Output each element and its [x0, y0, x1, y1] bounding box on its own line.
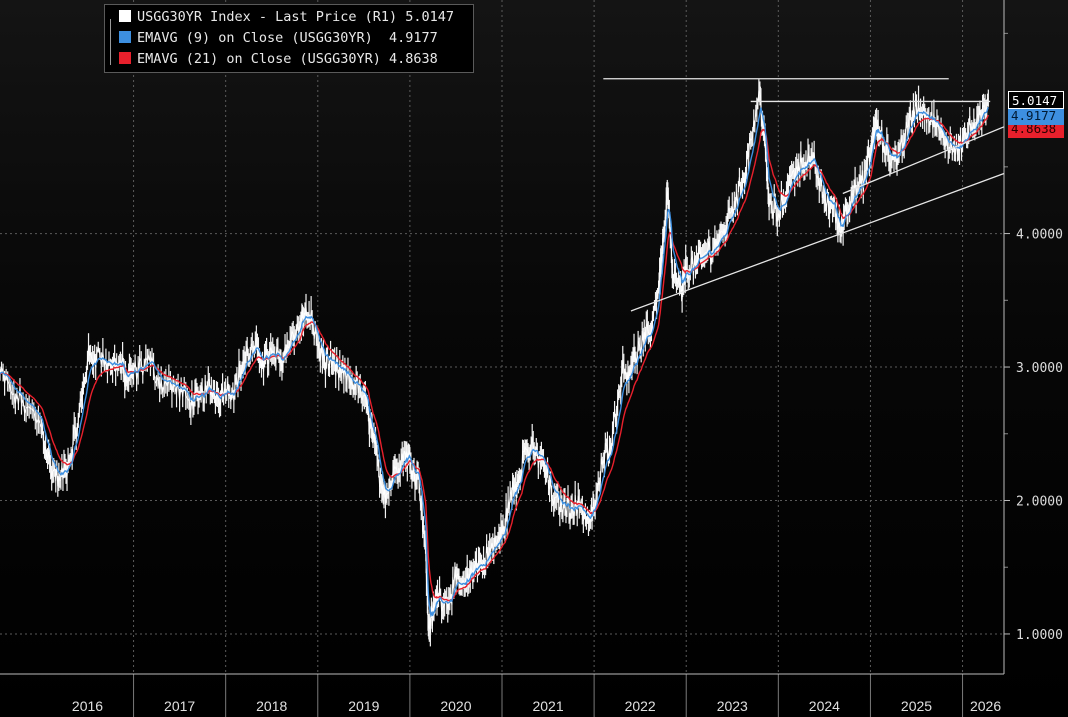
legend-value-price: 5.0147 — [405, 9, 455, 25]
legend-item-ema9[interactable]: EMAVG (9) on Close (USGG30YR) 4.9177 — [119, 28, 438, 48]
price-line — [0, 90, 989, 634]
ema21-line — [0, 114, 989, 602]
ema9-line — [0, 107, 989, 618]
y-tick-label: 4.0000 — [1016, 228, 1063, 243]
legend-label-ema21: EMAVG (21) on Close (USGG30YR) — [137, 51, 381, 67]
x-tick-label: 2023 — [717, 698, 748, 714]
y-tick-label: 3.0000 — [1016, 361, 1063, 376]
x-tick-label: 2019 — [348, 698, 379, 714]
x-tick-label: 2016 — [72, 698, 103, 714]
y-tick-label: 2.0000 — [1016, 494, 1063, 509]
x-tick-label: 2021 — [532, 698, 563, 714]
legend-swatch-price — [119, 10, 131, 22]
x-tick-label: 2017 — [164, 698, 195, 714]
legend-label-price: USGG30YR Index - Last Price (R1) — [137, 9, 398, 25]
trendline — [842, 126, 1005, 195]
legend-swatch-ema9 — [119, 31, 131, 43]
legend-value-ema9: 4.9177 — [388, 30, 438, 46]
x-tick-label: 2024 — [809, 698, 840, 714]
x-tick-label: 2026 — [970, 698, 1001, 714]
x-tick-label: 2018 — [256, 698, 287, 714]
legend: USGG30YR Index - Last Price (R1) 5.0147 … — [104, 4, 474, 73]
x-tick-label: 2020 — [440, 698, 471, 714]
value-box-price: 5.0147 — [1008, 91, 1064, 109]
x-tick-label: 2025 — [901, 698, 932, 714]
legend-item-price[interactable]: USGG30YR Index - Last Price (R1) 5.0147 — [119, 7, 454, 27]
y-tick-label: 1.0000 — [1016, 628, 1063, 643]
legend-item-ema21[interactable]: EMAVG (21) on Close (USGG30YR) 4.8638 — [119, 49, 438, 69]
legend-swatch-ema21 — [119, 52, 131, 64]
trendline — [630, 172, 1005, 312]
legend-label-ema9: EMAVG (9) on Close (USGG30YR) — [137, 30, 373, 46]
legend-value-ema21: 4.8638 — [388, 51, 438, 67]
legend-bracket — [110, 19, 117, 65]
x-tick-label: 2022 — [625, 698, 656, 714]
value-box-ema9: 4.9177 — [1008, 107, 1064, 125]
